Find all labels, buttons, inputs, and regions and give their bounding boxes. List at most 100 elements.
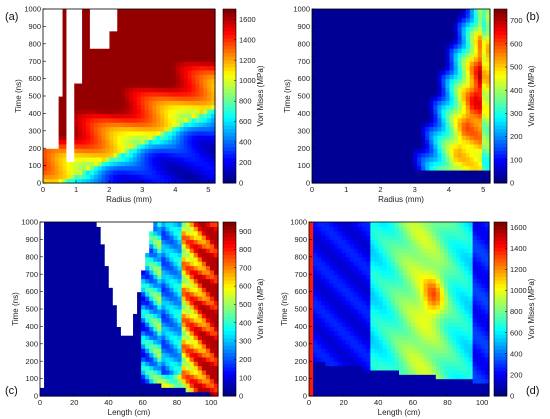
heatmap-cell xyxy=(433,143,439,149)
heatmap-cell xyxy=(104,369,110,375)
heatmap-cell xyxy=(97,87,103,93)
heatmap-cell xyxy=(172,122,177,128)
heatmap-cell xyxy=(93,78,99,84)
heatmap-cell xyxy=(43,109,48,114)
heatmap-cell xyxy=(117,178,122,184)
heatmap-cell xyxy=(368,35,374,41)
heatmap-cell xyxy=(195,69,200,75)
heatmap-cell xyxy=(195,104,200,110)
heatmap-cell xyxy=(82,78,87,84)
heatmap-cell xyxy=(368,169,374,175)
heatmap-cell xyxy=(211,139,216,145)
heatmap-cell xyxy=(433,117,439,123)
heatmap-cell xyxy=(93,74,99,80)
heatmap-cell xyxy=(58,78,64,84)
heatmap-cell xyxy=(405,135,410,141)
heatmap-cell xyxy=(453,87,459,93)
heatmap-cell xyxy=(140,126,146,132)
heatmap-cell xyxy=(183,96,189,101)
heatmap-cell xyxy=(132,26,138,32)
heatmap-cell xyxy=(62,82,68,88)
heatmap-cell xyxy=(100,343,106,349)
heatmap-cell xyxy=(96,269,102,275)
heatmap-cell xyxy=(121,87,126,93)
heatmap-cell xyxy=(117,139,122,145)
heatmap-cell xyxy=(172,104,177,110)
heatmap-cell xyxy=(179,87,185,93)
heatmap-cell xyxy=(149,374,154,380)
heatmap-cell xyxy=(140,13,146,19)
heatmap-cell xyxy=(384,156,390,162)
heatmap-cell xyxy=(328,30,333,36)
heatmap-cell xyxy=(136,74,142,80)
heatmap-cell xyxy=(145,317,150,323)
heatmap-cell xyxy=(191,61,197,67)
heatmap-cell xyxy=(68,343,73,349)
heatmap-cell xyxy=(97,30,103,36)
heatmap-cell xyxy=(40,356,45,362)
heatmap-cell xyxy=(97,43,103,49)
heatmap-cell xyxy=(376,104,382,110)
heatmap-cell xyxy=(433,74,439,80)
heatmap-cell xyxy=(356,48,362,54)
heatmap-cell xyxy=(48,256,53,262)
heatmap-cell xyxy=(46,69,52,75)
heatmap-cell xyxy=(207,35,212,41)
heatmap-cell xyxy=(473,96,479,101)
heatmap-cell xyxy=(92,300,98,306)
heatmap-cell xyxy=(82,35,87,41)
heatmap-cell xyxy=(70,17,75,23)
heatmap-cell xyxy=(137,330,142,336)
heatmap-cell xyxy=(348,78,354,84)
heatmap-cell xyxy=(136,9,142,14)
heatmap-cell xyxy=(149,282,154,288)
heatmap-cell xyxy=(453,169,459,175)
heatmap-cell xyxy=(70,161,75,167)
heatmap-cell xyxy=(449,30,455,36)
heatmap-cell xyxy=(108,309,114,314)
heatmap-cell xyxy=(469,87,475,93)
heatmap-cell xyxy=(133,282,138,288)
heatmap-cell xyxy=(74,126,79,132)
heatmap-cell xyxy=(328,148,333,154)
heatmap-cell xyxy=(356,22,362,27)
heatmap-cell xyxy=(133,274,138,280)
heatmap-cell xyxy=(40,369,45,375)
heatmap-cell xyxy=(78,96,83,101)
heatmap-cell xyxy=(66,109,71,114)
heatmap-cell xyxy=(352,22,358,27)
heatmap-cell xyxy=(405,117,410,123)
heatmap-cell xyxy=(112,322,118,327)
heatmap-cell xyxy=(129,139,134,145)
heatmap-cell xyxy=(168,87,173,93)
heatmap-cell xyxy=(312,48,317,54)
heatmap-cell xyxy=(376,161,382,167)
heatmap-cell xyxy=(92,274,98,280)
heatmap-cell xyxy=(396,26,402,32)
heatmap-cell xyxy=(175,169,181,175)
heatmap-cell xyxy=(356,165,362,171)
heatmap-cell xyxy=(396,39,402,45)
heatmap-cell xyxy=(183,78,189,84)
heatmap-cell xyxy=(417,74,422,80)
heatmap-cell xyxy=(116,282,122,288)
heatmap-cell xyxy=(161,356,167,362)
heatmap-cell xyxy=(461,56,467,62)
heatmap-cell xyxy=(66,96,71,101)
heatmap-cell xyxy=(40,300,45,306)
heatmap-cell xyxy=(477,156,483,162)
heatmap-cell xyxy=(124,343,130,349)
heatmap-cell xyxy=(152,65,157,71)
heatmap-cell xyxy=(449,174,455,180)
heatmap-cell xyxy=(364,122,370,128)
heatmap-cell xyxy=(364,161,370,167)
heatmap-cell xyxy=(113,91,118,97)
colorbar-segment xyxy=(223,168,236,173)
heatmap-cell xyxy=(168,52,173,58)
heatmap-cell xyxy=(465,130,471,136)
heatmap-cell xyxy=(203,165,208,171)
heatmap-cell xyxy=(80,295,86,301)
heatmap-cell xyxy=(175,104,181,110)
heatmap-cell xyxy=(433,156,439,162)
heatmap-cell xyxy=(457,30,463,36)
